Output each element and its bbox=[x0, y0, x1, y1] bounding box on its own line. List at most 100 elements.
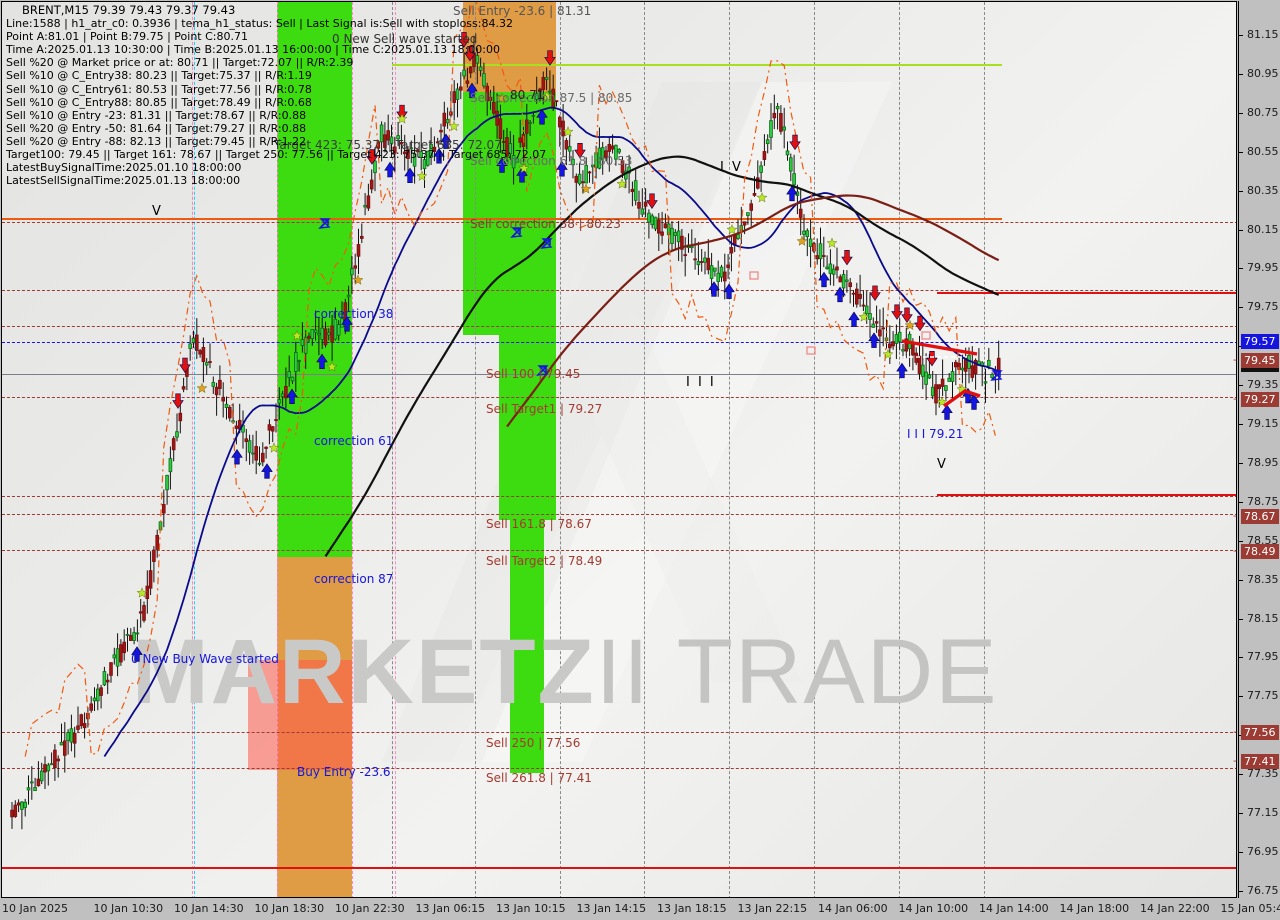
price-marker-7: 77.41 bbox=[1241, 754, 1279, 769]
vertical-gridline-9 bbox=[984, 2, 985, 897]
fib-level-line-4 bbox=[2, 397, 1236, 398]
fib-level-line-5 bbox=[2, 496, 1236, 497]
vertical-gridline-7 bbox=[814, 2, 815, 897]
price-axis[interactable]: 81.15 80.95 80.75 80.55 80.35 80.15 79.95 79.75… bbox=[1233, 1, 1279, 898]
vertical-gridline-5 bbox=[644, 2, 645, 897]
orange-resist bbox=[2, 218, 1002, 220]
price-tick-label: 78.35 bbox=[1247, 572, 1279, 586]
green-band-2 bbox=[463, 92, 556, 335]
price-tick-label: 77.15 bbox=[1247, 806, 1279, 819]
price-tick-80-35: 80.35 bbox=[1239, 183, 1279, 197]
info-line-10: Target100: 79.45 || Target 161: 78.67 ||… bbox=[6, 148, 547, 162]
price-marker-dash-2: - bbox=[1233, 353, 1237, 366]
price-tick-80-55: 80.55 bbox=[1239, 145, 1279, 158]
price-tick-79-95: 79.95 bbox=[1239, 261, 1279, 275]
price-tick-80-75: 80.75 bbox=[1239, 105, 1279, 119]
price-marker-dash-3: - bbox=[1233, 392, 1237, 405]
vertical-gridline-4 bbox=[560, 2, 561, 897]
time-tick-2: 10 Jan 14:30 bbox=[174, 902, 244, 915]
info-line-2: Time A:2025.01.13 10:30:00 | Time B:2025… bbox=[6, 43, 500, 57]
annotation-new-buy-wave: 0 New Buy Wave started bbox=[131, 652, 279, 666]
info-line-1: Point A:81.01 | Point B:79.75 | Point C:… bbox=[6, 30, 248, 44]
watermark-mid: I bbox=[595, 621, 624, 723]
vertical-gridline-2 bbox=[392, 2, 393, 897]
time-tick-6: 13 Jan 10:15 bbox=[496, 902, 566, 915]
time-tick-5: 13 Jan 06:15 bbox=[415, 902, 486, 915]
red-overlay bbox=[248, 660, 352, 770]
info-line-3: Sell %20 @ Market price or at: 80.71 || … bbox=[6, 56, 354, 70]
price-tick-label: 79.15 bbox=[1247, 417, 1279, 430]
price-tick-77-95: 77.95 bbox=[1239, 650, 1279, 663]
time-tick-7: 13 Jan 14:15 bbox=[576, 902, 647, 915]
green-band-1 bbox=[277, 2, 352, 557]
time-tick-15: 15 Jan 05:45 bbox=[1220, 902, 1280, 915]
pink-event-line-1 bbox=[277, 2, 278, 897]
price-tick-79-35: 79.35 bbox=[1239, 378, 1279, 391]
pink-event-line-0 bbox=[192, 2, 193, 897]
brand-watermark: MARKETZII TRADE bbox=[132, 617, 1132, 727]
annotation-buy-entry: Buy Entry -23.6 bbox=[297, 765, 391, 779]
price-tick-label: 80.75 bbox=[1247, 105, 1279, 119]
blue-bid bbox=[2, 342, 1236, 343]
info-line-11: LatestBuySignalTime:2025.01.10 18:00:00 bbox=[6, 161, 242, 175]
time-tick-13: 14 Jan 18:00 bbox=[1059, 902, 1130, 915]
price-tick-80-95: 80.95 bbox=[1239, 66, 1279, 80]
vertical-gridline-3 bbox=[475, 2, 476, 897]
price-tick-label: 78.95 bbox=[1247, 455, 1279, 469]
chart-plot-area[interactable]: MARKETZII TRADE Sell Entry -23.6 | 81.31… bbox=[1, 1, 1237, 898]
annotation-correction-38: correction 38 bbox=[314, 307, 394, 321]
cyan-event-line-0 bbox=[194, 2, 195, 897]
annotation-point-c: 80.71 bbox=[510, 88, 545, 102]
annotation-new-sell-wave: 0 New Sell wave started bbox=[332, 32, 478, 46]
price-marker-6: 77.56 bbox=[1241, 725, 1279, 740]
info-line-8: Sell %20 @ Entry -50: 81.64 || Target:79… bbox=[6, 121, 307, 135]
info-line-6: Sell %10 @ C_Entry88: 80.85 || Target:78… bbox=[6, 95, 312, 109]
price-tick-label: 79.75 bbox=[1247, 300, 1279, 314]
annotation-sell-target1: Sell Target1 | 79.27 bbox=[486, 402, 603, 416]
annotation-correction-61: correction 61 bbox=[314, 434, 394, 448]
annotation-sell-100: Sell 100 | 79.45 bbox=[486, 367, 581, 381]
info-line-4: Sell %10 @ C_Entry38: 80.23 || Target:75… bbox=[6, 69, 312, 83]
price-marker-4: 78.67 bbox=[1241, 509, 1279, 524]
price-tick-81-15: 81.15 bbox=[1239, 28, 1279, 41]
wave-wave-v-right: V bbox=[937, 457, 948, 472]
price-tick-label: 79.95 bbox=[1247, 261, 1279, 275]
price-tick-label: 80.15 bbox=[1247, 222, 1279, 236]
fib-level-line-7 bbox=[2, 550, 1236, 551]
annotation-correction-87: correction 87 bbox=[314, 572, 394, 586]
price-tick-76-95: 76.95 bbox=[1239, 844, 1279, 858]
price-tick-78-55: 78.55 bbox=[1239, 534, 1279, 547]
red-level-76p90 bbox=[2, 867, 1236, 869]
time-tick-3: 10 Jan 18:30 bbox=[254, 902, 325, 915]
price-tick-79-75: 79.75 bbox=[1239, 300, 1279, 314]
price-marker-5: 78.49 bbox=[1241, 544, 1279, 559]
annotation-sell-target2: Sell Target2 | 78.49 bbox=[486, 554, 603, 568]
time-axis[interactable]: 10 Jan 2025 10 Jan 10:30 10 Jan 14:30 10 Ja… bbox=[0, 899, 1280, 920]
time-tick-8: 13 Jan 18:15 bbox=[657, 902, 727, 915]
pink-event-line-2 bbox=[352, 2, 353, 897]
annotation-sell-1618: Sell 161.8 | 78.67 bbox=[486, 517, 592, 531]
price-marker-dash-7: - bbox=[1233, 754, 1237, 767]
watermark-bold: MARKETZ bbox=[132, 621, 596, 723]
price-marker-2: 79.45 bbox=[1241, 353, 1279, 368]
price-tick-label: 80.35 bbox=[1247, 183, 1279, 197]
price-tick-label: 80.95 bbox=[1247, 66, 1279, 80]
price-tick-77-15: 77.15 bbox=[1239, 806, 1279, 819]
price-marker-3: 79.27 bbox=[1241, 392, 1279, 407]
info-line-0: Line:1588 | h1_atr_c0: 0.3936 | tema_h1_… bbox=[6, 17, 513, 31]
info-line-5: Sell %10 @ C_Entry61: 80.53 || Target:77… bbox=[6, 82, 312, 96]
price-tick-label: 78.75 bbox=[1247, 494, 1279, 508]
annotation-sell-250: Sell 250 | 77.56 bbox=[486, 736, 581, 750]
price-tick-80-15: 80.15 bbox=[1239, 222, 1279, 236]
fib-level-line-0 bbox=[2, 222, 1236, 223]
price-tick-78-35: 78.35 bbox=[1239, 572, 1279, 586]
info-line-12: LatestSellSignalTime:2025.01.13 18:00:00 bbox=[6, 174, 241, 188]
gray-last bbox=[2, 374, 1236, 375]
price-marker-0: 79.57 bbox=[1241, 334, 1279, 349]
price-tick-77-35: 77.35 bbox=[1239, 767, 1279, 780]
price-tick-77-75: 77.75 bbox=[1239, 689, 1279, 702]
price-tick-label: 76.95 bbox=[1247, 844, 1279, 858]
annotation-sell-2618: Sell 261.8 | 77.41 bbox=[486, 771, 592, 785]
price-tick-label: 76.75 bbox=[1247, 883, 1279, 897]
